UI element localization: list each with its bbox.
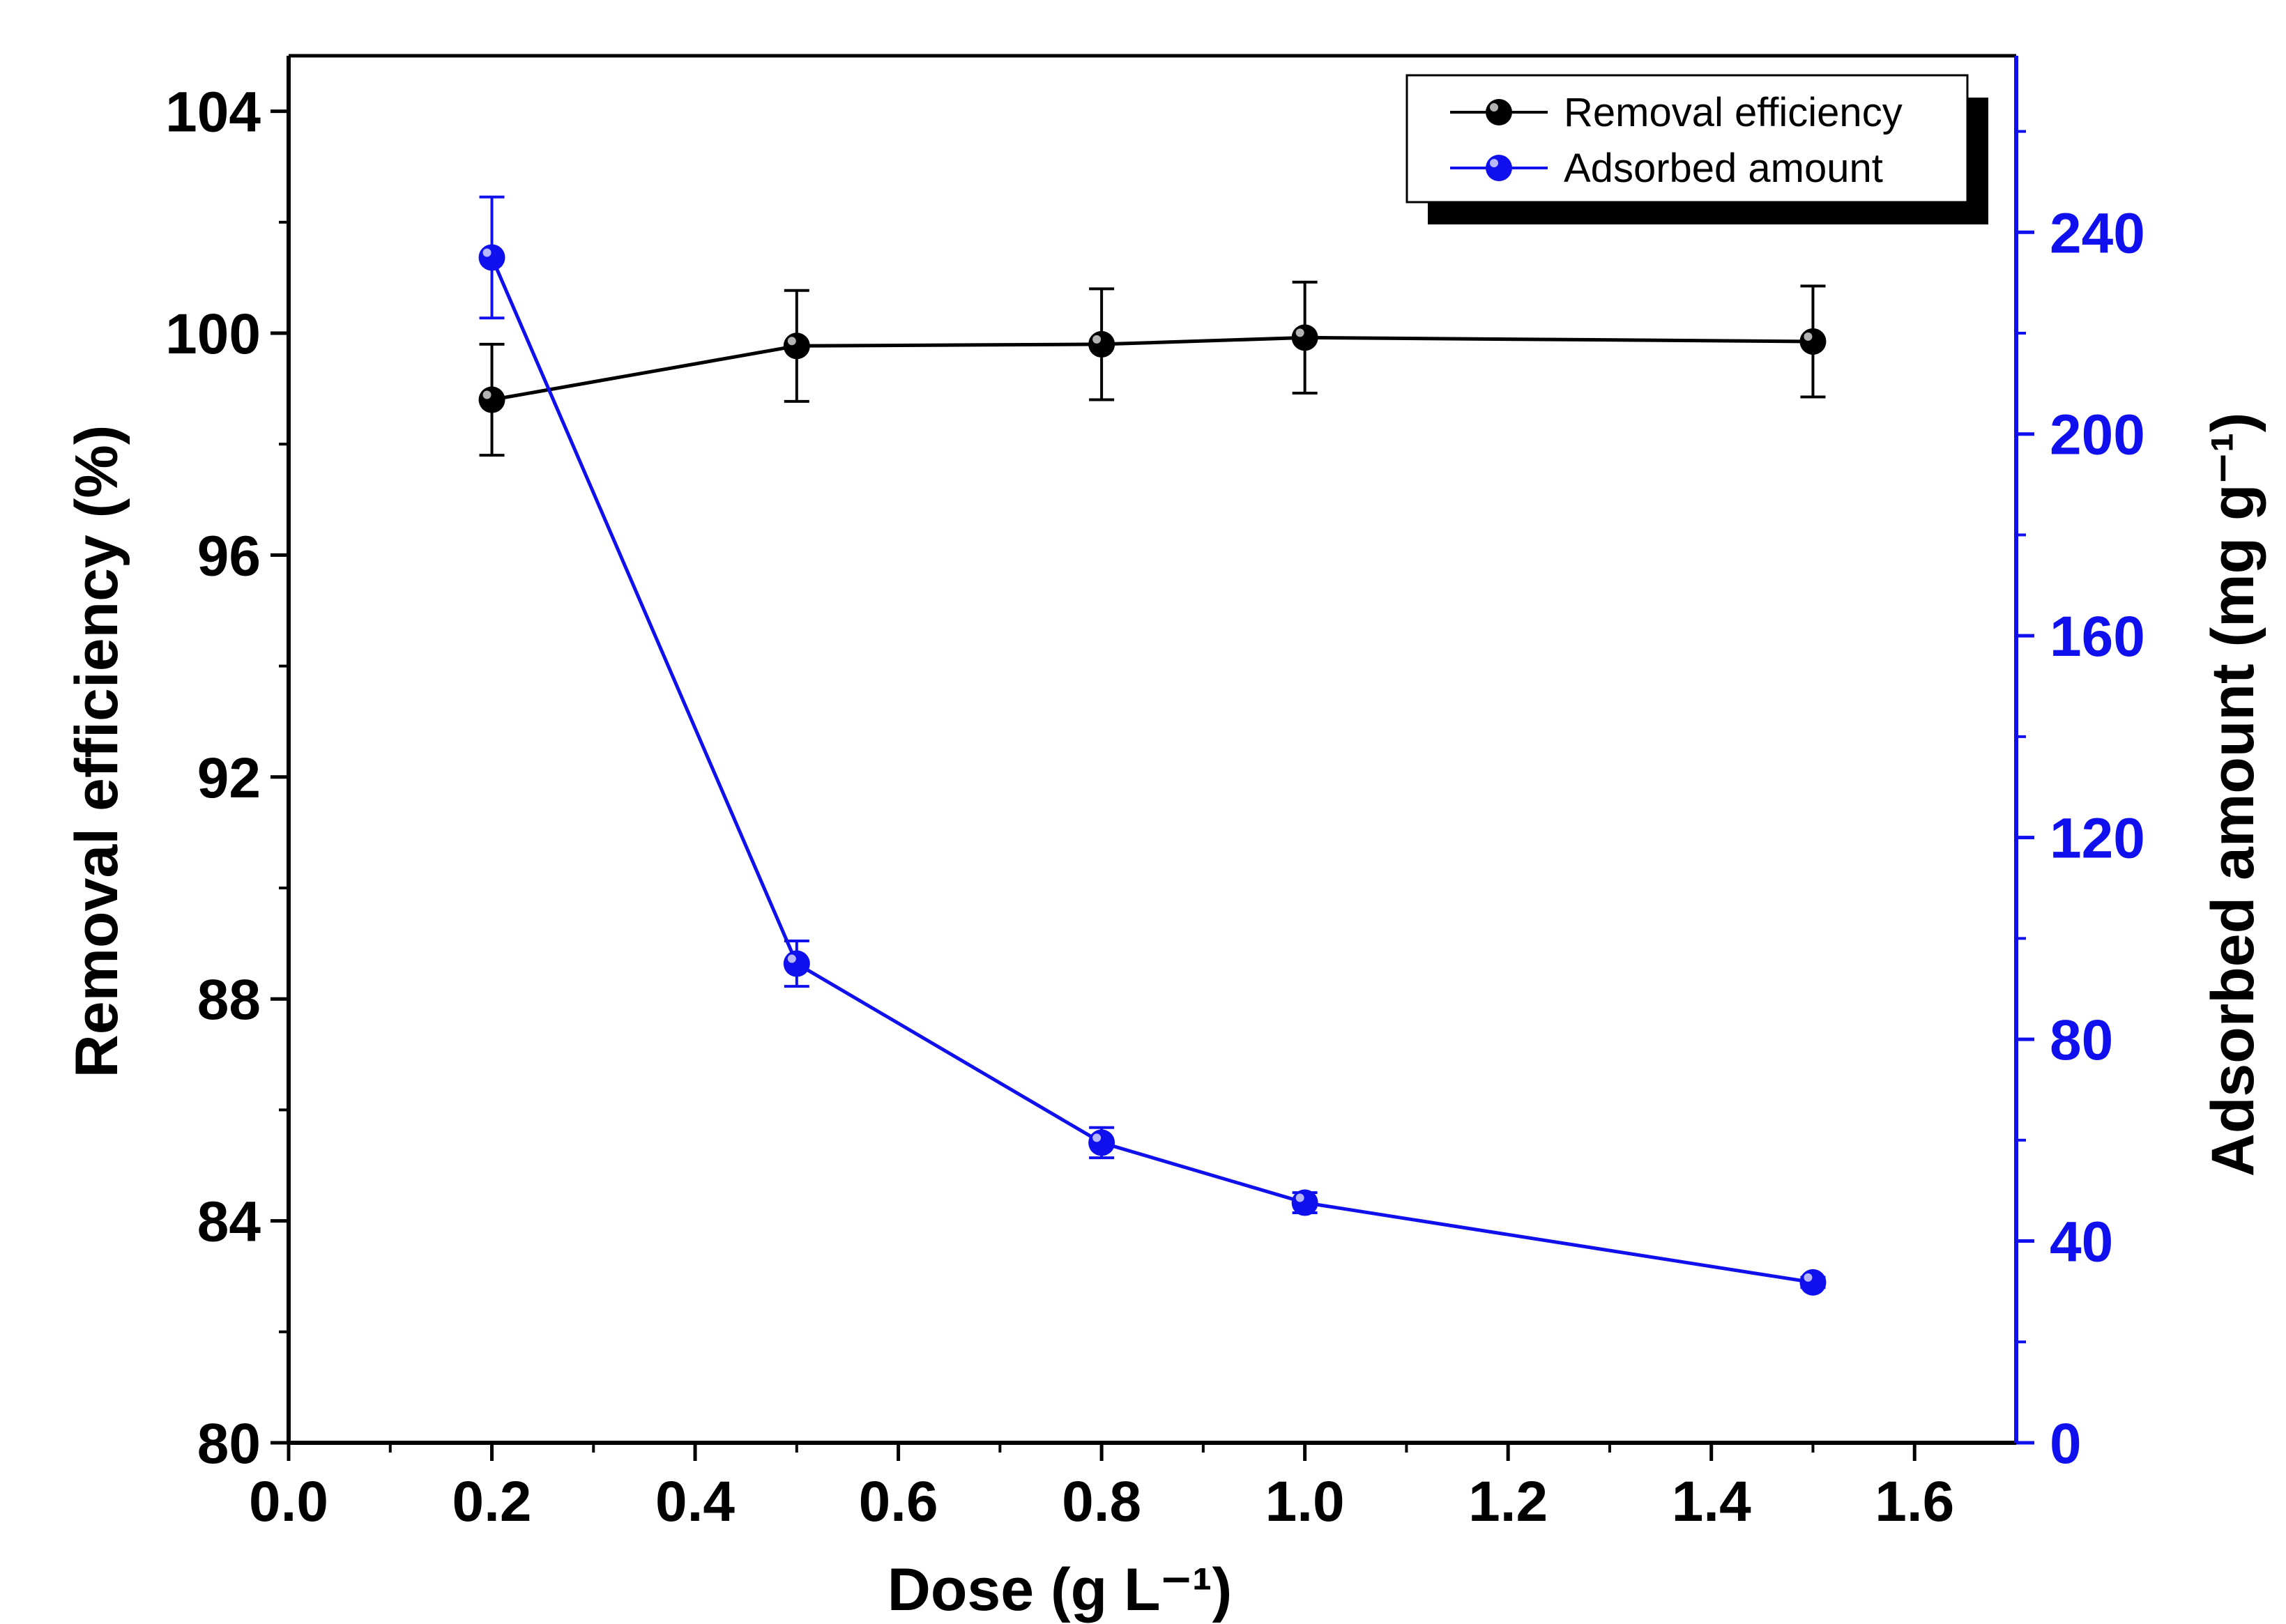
- data-point-highlight-adsorbed: [1804, 1273, 1813, 1282]
- y-right-tick-label: 120: [2050, 807, 2145, 871]
- data-point-adsorbed: [1088, 1129, 1115, 1156]
- data-point-adsorbed: [1291, 1189, 1318, 1216]
- series-layer: [478, 195, 1827, 1296]
- y-axis-right-ticks: 0 40 80 120 160 200 240: [2016, 130, 2145, 1476]
- y-left-tick-label: 92: [197, 746, 261, 810]
- y-axis-right-title: Adsorbed amount (mg g⁻¹): [2200, 413, 2266, 1177]
- x-tick-label: 0.6: [859, 1470, 938, 1533]
- data-point-adsorbed: [1799, 1269, 1827, 1296]
- y-right-tick-label: 40: [2050, 1211, 2113, 1274]
- y-right-tick-label: 200: [2050, 404, 2145, 467]
- data-point-highlight-adsorbed: [482, 248, 492, 257]
- data-point-highlight-removal: [1804, 332, 1813, 341]
- data-point-adsorbed: [478, 244, 505, 271]
- data-point-removal: [478, 386, 505, 413]
- data-point-highlight-adsorbed: [787, 954, 796, 963]
- y-left-tick-label: 100: [165, 302, 261, 366]
- legend: Removal efficiency Adsorbed amount: [1405, 74, 1988, 224]
- x-axis-title: Dose (g L⁻¹): [887, 1556, 1232, 1623]
- x-tick-label: 0.4: [655, 1470, 735, 1533]
- legend-marker-adsorbed-highlight: [1490, 159, 1498, 167]
- data-point-removal: [1291, 324, 1318, 351]
- x-tick-label: 1.2: [1468, 1470, 1548, 1533]
- x-tick-label: 1.0: [1265, 1470, 1345, 1533]
- y-right-tick-label: 0: [2050, 1412, 2082, 1476]
- x-tick-label: 0.0: [249, 1470, 328, 1533]
- y-axis-left-title: Removal efficiency (%): [63, 425, 130, 1078]
- y-left-tick-label: 84: [197, 1190, 261, 1254]
- y-left-tick-label: 88: [197, 968, 261, 1032]
- x-axis-ticks: 0.0 0.2 0.4 0.6 0.8 1.0 1.2 1.4 1.6: [249, 1443, 1954, 1533]
- legend-marker-removal: [1486, 99, 1512, 125]
- data-point-removal: [1088, 330, 1115, 358]
- legend-marker-adsorbed: [1486, 155, 1512, 181]
- data-point-removal: [1799, 328, 1827, 355]
- data-point-highlight-adsorbed: [1092, 1133, 1102, 1142]
- y-left-tick-label: 96: [197, 524, 261, 588]
- y-left-tick-label: 80: [197, 1412, 261, 1476]
- data-point-highlight-removal: [482, 390, 492, 399]
- data-point-highlight-removal: [1092, 335, 1102, 344]
- data-point-highlight-adsorbed: [1295, 1193, 1304, 1202]
- data-point-highlight-removal: [1295, 328, 1304, 337]
- legend-label-removal: Removal efficiency: [1564, 90, 1903, 135]
- legend-label-adsorbed: Adsorbed amount: [1564, 146, 1883, 191]
- data-point-adsorbed: [783, 950, 810, 977]
- x-tick-label: 0.2: [452, 1470, 532, 1533]
- x-tick-label: 1.4: [1672, 1470, 1751, 1533]
- x-tick-label: 1.6: [1875, 1470, 1954, 1533]
- legend-marker-removal-highlight: [1490, 103, 1498, 112]
- y-axis-left-ticks: 80 84 88 92 96 100 104: [165, 81, 289, 1476]
- y-right-tick-label: 160: [2050, 605, 2145, 668]
- y-right-tick-label: 80: [2050, 1009, 2113, 1072]
- x-tick-label: 0.8: [1062, 1470, 1141, 1533]
- y-right-tick-label: 240: [2050, 201, 2145, 265]
- data-point-removal: [783, 332, 810, 360]
- data-point-highlight-removal: [787, 337, 796, 346]
- y-left-tick-label: 104: [165, 81, 261, 144]
